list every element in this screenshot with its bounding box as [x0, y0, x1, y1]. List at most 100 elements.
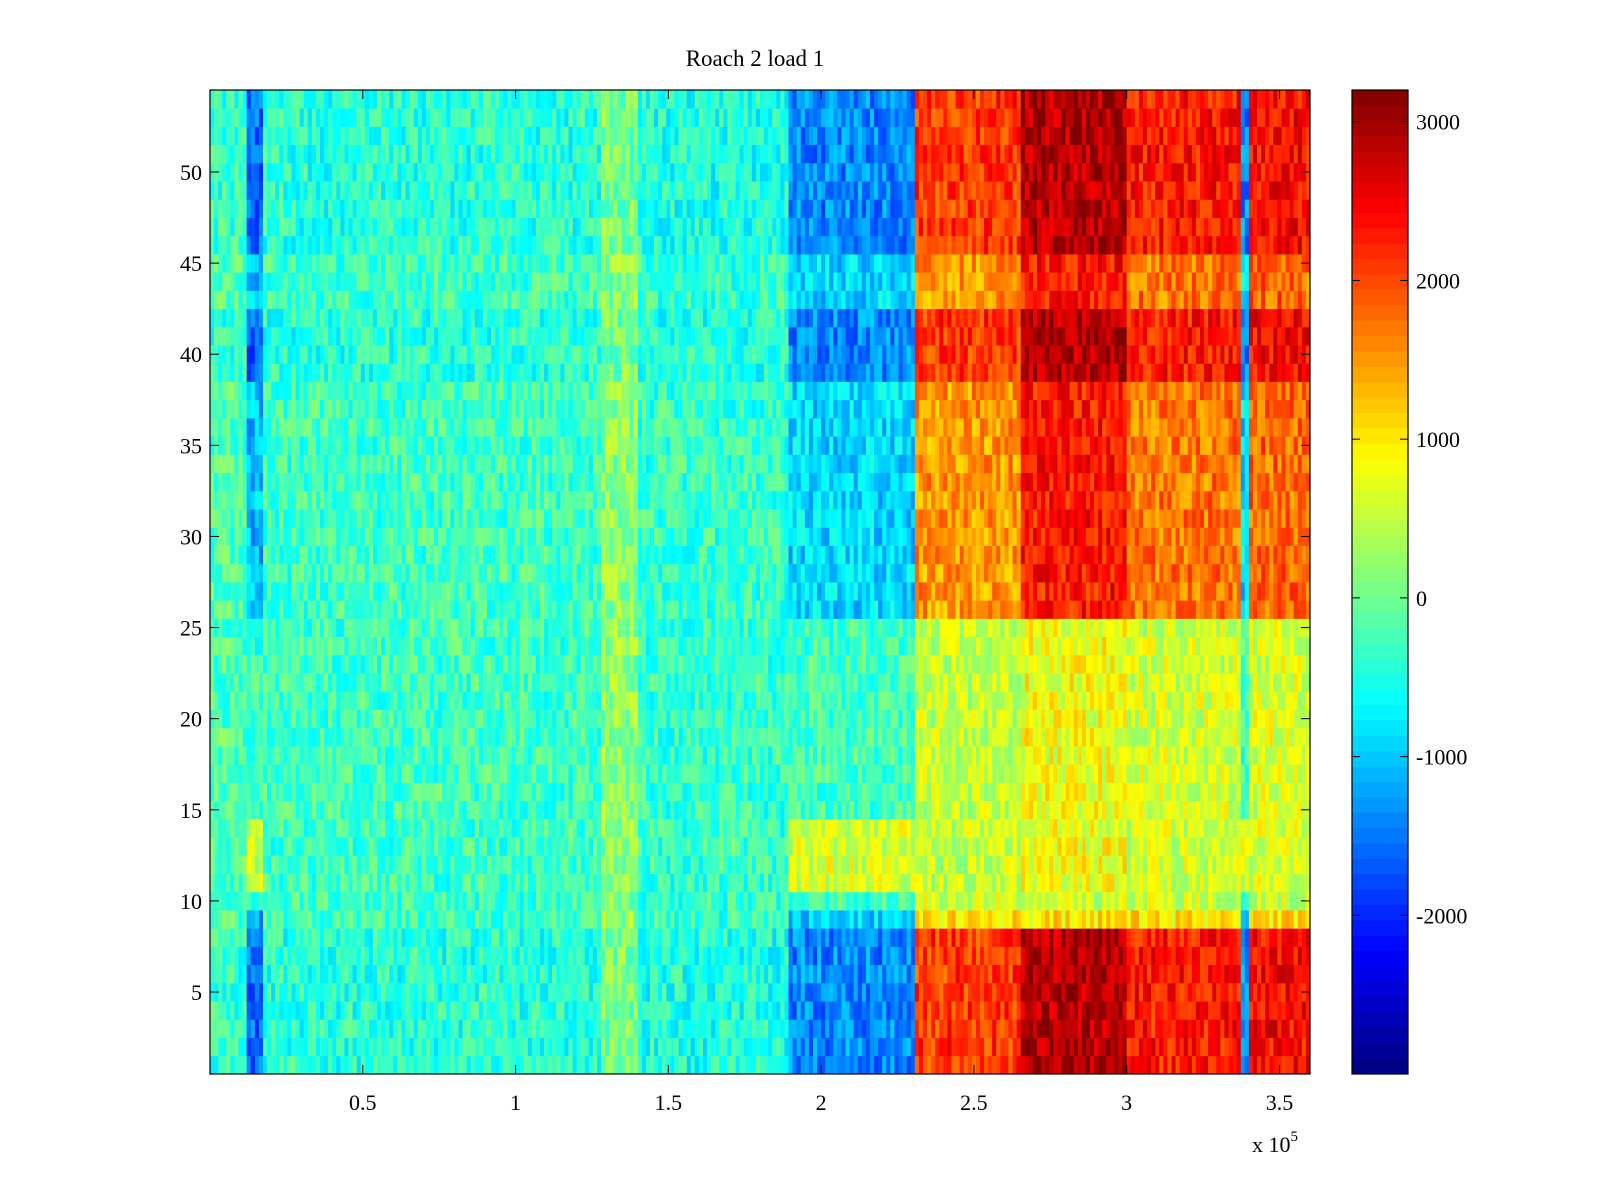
heatmap-cell: [262, 964, 268, 984]
heatmap-cell: [417, 1037, 423, 1057]
heatmap-cell: [1179, 910, 1185, 929]
heatmap-cell: [307, 1019, 313, 1038]
heatmap-cell: [1155, 982, 1160, 1002]
heatmap-cell: [315, 910, 321, 929]
heatmap-cell: [1077, 982, 1083, 1002]
heatmap-cell: [568, 1055, 573, 1075]
heatmap-cell: [438, 837, 443, 856]
heatmap-cell: [654, 982, 659, 1002]
heatmap-cell: [1171, 1001, 1176, 1020]
heatmap-cell: [1232, 891, 1238, 911]
heatmap-cell: [654, 782, 659, 802]
heatmap-cell: [572, 910, 578, 929]
heatmap-cell: [267, 727, 272, 747]
heatmap-cell: [792, 946, 798, 966]
heatmap-cell: [230, 1037, 235, 1057]
heatmap-cell: [931, 782, 936, 802]
heatmap-cell: [625, 782, 631, 802]
heatmap-cell: [857, 910, 863, 929]
heatmap-cell: [531, 928, 537, 947]
heatmap-cell: [894, 837, 899, 856]
heatmap-cell: [878, 818, 883, 838]
heatmap-cell: [230, 946, 235, 966]
heatmap-cell: [755, 1001, 761, 1020]
heatmap-cell: [975, 1019, 981, 1038]
heatmap-cell: [637, 928, 643, 947]
heatmap-cell: [548, 1037, 553, 1057]
heatmap-cell: [1122, 873, 1128, 893]
heatmap-cell: [833, 964, 838, 984]
heatmap-cell: [804, 928, 810, 947]
heatmap-cell: [1061, 910, 1066, 929]
heatmap-cell: [882, 982, 887, 1002]
heatmap-cell: [548, 946, 553, 966]
heatmap-cell: [654, 1019, 659, 1038]
heatmap-cell: [1204, 1001, 1209, 1020]
heatmap-cell: [792, 800, 798, 820]
heatmap-cell: [499, 837, 504, 856]
heatmap-cell: [279, 946, 284, 966]
heatmap-cell: [364, 982, 370, 1002]
heatmap-cell: [833, 800, 838, 820]
heatmap-cell: [674, 910, 679, 929]
heatmap-cell: [980, 818, 985, 838]
heatmap-cell: [1114, 1037, 1119, 1057]
heatmap-cell: [694, 818, 700, 838]
heatmap-cell: [1106, 800, 1111, 820]
heatmap-cell: [332, 800, 337, 820]
heatmap-cell: [674, 982, 679, 1002]
heatmap-cell: [588, 891, 594, 911]
heatmap-cell: [984, 746, 989, 765]
heatmap-cell: [1085, 910, 1091, 929]
heatmap-cell: [1081, 837, 1087, 856]
heatmap-cell: [959, 910, 965, 929]
heatmap-cell: [1130, 746, 1136, 765]
heatmap-cell: [572, 764, 578, 783]
heatmap-cell: [275, 855, 280, 874]
heatmap-cell: [1273, 818, 1278, 838]
heatmap-cell: [808, 855, 814, 874]
heatmap-cell: [340, 837, 345, 856]
heatmap-cell: [1183, 928, 1189, 947]
heatmap-cell: [711, 891, 716, 911]
heatmap-cell: [1016, 928, 1022, 947]
heatmap-cell: [772, 964, 777, 984]
heatmap-cell: [377, 982, 382, 1002]
heatmap-cell: [1020, 1019, 1026, 1038]
heatmap-cell: [1305, 1001, 1311, 1020]
heatmap-cell: [560, 1055, 565, 1075]
heatmap-cell: [1297, 855, 1303, 874]
heatmap-cell: [462, 1055, 468, 1075]
heatmap-cell: [1008, 818, 1013, 838]
heatmap-cell: [625, 946, 631, 966]
heatmap-cell: [674, 727, 679, 747]
heatmap-cell: [364, 910, 370, 929]
heatmap-cell: [1147, 1037, 1152, 1057]
heatmap-cell: [226, 764, 231, 783]
heatmap-cell: [393, 891, 398, 911]
heatmap-cell: [254, 818, 260, 838]
heatmap-cell: [474, 782, 480, 802]
heatmap-cell: [1130, 837, 1136, 856]
heatmap-cell: [975, 964, 981, 984]
heatmap-cell: [291, 855, 296, 874]
heatmap-cell: [1228, 1055, 1233, 1075]
heatmap-cell: [910, 1037, 916, 1057]
heatmap-cell: [731, 764, 736, 783]
heatmap-cell: [584, 1019, 590, 1038]
heatmap-cell: [568, 891, 573, 911]
heatmap-cell: [491, 837, 496, 856]
heatmap-cell: [939, 1037, 944, 1057]
heatmap-cell: [210, 928, 215, 947]
heatmap-cell: [922, 910, 928, 929]
heatmap-cell: [727, 891, 732, 911]
heatmap-cell: [894, 764, 899, 783]
heatmap-cell: [1175, 1019, 1181, 1038]
heatmap-cell: [336, 800, 341, 820]
heatmap-cell: [1134, 782, 1140, 802]
heatmap-cell: [1138, 1019, 1144, 1038]
heatmap-cell: [328, 964, 333, 984]
heatmap-cell: [1220, 818, 1225, 838]
heatmap-cell: [324, 800, 329, 820]
heatmap-cell: [470, 837, 476, 856]
